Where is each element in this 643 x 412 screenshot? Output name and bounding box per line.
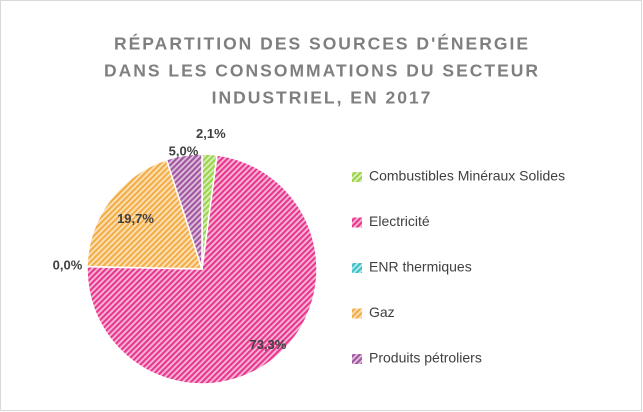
data-label: 19,7% [117,211,154,226]
data-label: 73,3% [249,337,286,352]
legend-label: Gaz [369,304,395,320]
chart-title: RÉPARTITION DES SOURCES D'ÉNERGIE [114,33,530,54]
legend-label: Combustibles Minéraux Solides [369,168,565,184]
chart-title: DANS LES CONSOMMATIONS DU SECTEUR [104,61,540,81]
data-label: 5,0% [169,143,199,158]
legend-label: Electricité [369,213,430,229]
data-label: 2,1% [196,126,226,141]
legend-marker [352,354,362,364]
legend-marker [352,217,362,228]
legend-marker [352,263,362,273]
pie-slice [86,158,204,270]
data-label: 0,0% [53,258,83,273]
chart-title: INDUSTRIEL, EN 2017 [212,88,433,108]
pie-slice [165,153,203,270]
legend-label: Produits pétroliers [369,350,482,366]
legend-label: ENR thermiques [369,259,472,275]
legend-marker [352,308,362,319]
legend-marker [352,172,362,182]
